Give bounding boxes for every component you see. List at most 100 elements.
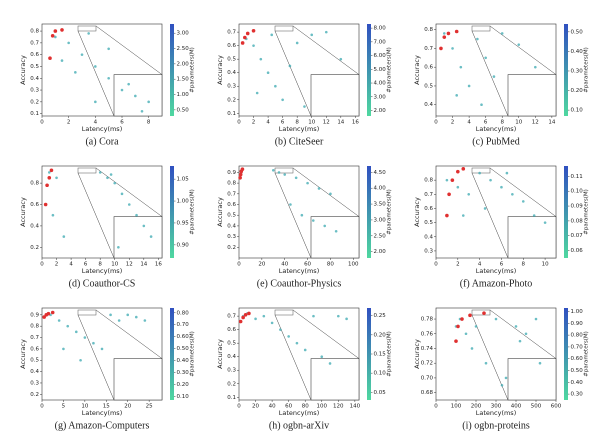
y-tick-label: 0.9 <box>30 312 39 318</box>
x-tick-label: 140 <box>350 404 361 410</box>
caption: (h) ogbn-arXiv <box>269 420 329 431</box>
pareto-point <box>454 339 458 343</box>
zoom-line <box>489 25 557 75</box>
pareto-point <box>446 31 451 36</box>
point <box>524 332 528 336</box>
x-tick-label: 8 <box>147 120 151 126</box>
point <box>456 185 460 189</box>
colorbar <box>564 308 568 400</box>
caption: (b) CiteSeer <box>275 136 324 147</box>
pareto-point <box>43 202 48 207</box>
x-tick-label: 12 <box>532 120 539 126</box>
x-axis-label: Latency(ms) <box>476 267 516 275</box>
y-tick-label: 0.7 <box>30 335 39 341</box>
pareto-point <box>247 311 251 316</box>
pareto-point <box>251 28 256 33</box>
point <box>142 224 146 228</box>
colorbar-label: #parameters(M) <box>190 47 196 93</box>
x-tick-label: 2 <box>67 120 71 126</box>
y-tick-label: 0.3 <box>227 84 236 90</box>
x-tick-label: 2 <box>451 120 455 126</box>
zoom-box <box>471 167 491 174</box>
point <box>534 317 538 321</box>
point <box>470 347 474 350</box>
point <box>117 319 121 322</box>
y-tick-label: 0.2 <box>30 392 39 398</box>
colorbar-tick-label: 0.50 <box>571 29 584 35</box>
y-tick-label: 0.5 <box>30 358 39 364</box>
zoom-line <box>274 30 312 117</box>
zoom-line <box>489 167 557 217</box>
plot-area <box>41 307 163 401</box>
inset <box>113 216 163 259</box>
point <box>87 32 90 35</box>
x-tick-label: 6 <box>120 120 124 126</box>
point <box>55 176 58 180</box>
point <box>521 200 525 203</box>
zoom-line <box>95 25 163 75</box>
point <box>274 84 277 88</box>
colorbar-tick-label: 4.00 <box>374 81 387 87</box>
point <box>279 328 282 331</box>
point <box>306 181 309 185</box>
y-tick-label: 0.7 <box>227 30 236 36</box>
caption: (i) ogbn-proteins <box>462 420 530 431</box>
point <box>311 219 315 222</box>
y-tick-label: 0.7 <box>424 46 433 52</box>
point <box>134 315 138 319</box>
x-tick-label: 4 <box>478 262 482 268</box>
x-tick-label: 4 <box>467 120 471 126</box>
point <box>467 84 471 88</box>
x-tick-label: 2 <box>55 262 59 268</box>
point <box>320 355 324 359</box>
point <box>94 65 97 68</box>
colorbar-tick-label: 0.20 <box>177 382 190 388</box>
point <box>476 37 479 41</box>
x-tick-label: 10 <box>81 404 88 410</box>
point <box>517 43 521 46</box>
colorbar-tick-label: 0.06 <box>571 248 584 254</box>
point <box>461 214 465 217</box>
pareto-point <box>442 35 447 39</box>
y-tick-label: 0.5 <box>227 341 236 347</box>
colorbar <box>367 24 371 116</box>
point <box>480 103 483 107</box>
y-tick-label: 0.3 <box>424 248 433 254</box>
colorbar-tick-label: 3.00 <box>177 31 190 37</box>
x-tick-label: 8 <box>522 262 526 268</box>
x-tick-label: 0 <box>237 120 241 126</box>
point <box>345 317 348 321</box>
point <box>259 57 263 61</box>
zoom-box <box>274 309 294 316</box>
point <box>287 335 290 338</box>
colorbar-tick-label: 1.00 <box>177 199 190 205</box>
point <box>47 171 51 174</box>
y-tick-label: 0.2 <box>227 381 236 387</box>
point <box>120 192 124 196</box>
zoom-line <box>471 172 509 259</box>
x-tick-label: 10 <box>515 120 522 126</box>
y-tick-label: 0.4 <box>424 102 433 108</box>
colorbar-tick-label: 3.00 <box>374 217 387 223</box>
x-axis-label: Latency(ms) <box>476 409 516 417</box>
zoom-line <box>471 30 509 117</box>
y-tick-label: 0.5 <box>424 220 433 226</box>
point <box>543 221 547 224</box>
x-tick-label: 2 <box>456 262 460 268</box>
inset <box>113 74 163 117</box>
x-tick-label: 16 <box>155 262 162 268</box>
x-tick-label: 80 <box>327 262 334 268</box>
y-tick-label: 0.8 <box>30 324 39 330</box>
point <box>98 171 102 174</box>
colorbar-tick-label: 2.00 <box>374 108 387 114</box>
x-tick-label: 12 <box>323 120 330 126</box>
colorbar-tick-label: 0.40 <box>177 358 190 364</box>
point <box>494 317 498 321</box>
inset <box>310 358 360 401</box>
colorbar-tick-label: 0.70 <box>571 344 584 350</box>
point <box>277 171 281 174</box>
y-tick-label: 0.8 <box>227 181 236 187</box>
point <box>339 57 343 61</box>
colorbar-tick-label: 0.30 <box>177 370 190 376</box>
